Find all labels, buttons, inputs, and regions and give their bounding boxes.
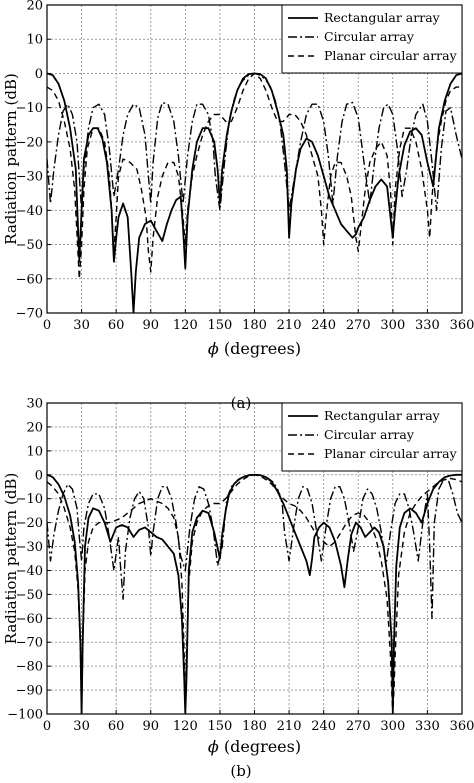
y-tick-label: −60 [16,272,43,287]
x-tick-label: 330 [415,318,440,333]
y-tick-label: −20 [16,135,43,150]
legend-box [281,402,463,472]
x-tick-label: 180 [242,318,267,333]
y-tick-label: 0 [35,468,43,483]
x-tick-label: 90 [142,719,159,734]
x-tick-label: 60 [108,719,125,734]
y-tick-label: −80 [16,660,43,675]
y-tick-label: 30 [26,397,43,412]
x-tick-label: 120 [173,719,198,734]
y-tick-label: −30 [16,170,43,185]
y-tick-label: 10 [26,33,43,48]
y-tick-label: 20 [26,0,43,14]
x-tick-label: 150 [208,318,233,333]
legend-entry: Circular array [324,427,415,442]
x-tick-label: 240 [311,719,336,734]
legend-entry: Rectangular array [324,10,441,25]
y-tick-label: −100 [7,708,43,723]
y-tick-label: −90 [16,684,43,699]
y-tick-label: 20 [26,420,43,435]
x-tick-label: 90 [142,318,159,333]
y-tick-label: −40 [16,204,43,219]
y-tick-label: −60 [16,612,43,627]
legend-entry: Rectangular array [324,408,441,423]
x-tick-label: 360 [450,318,474,333]
y-axis-label: Radiation pattern (dB) [2,473,20,645]
x-tick-label: 120 [173,318,198,333]
y-tick-label: 10 [26,444,43,459]
x-tick-label: 60 [108,318,125,333]
x-tick-label: 270 [346,719,371,734]
y-tick-label: −50 [16,588,43,603]
x-axis-unit: (degrees) [219,737,301,756]
x-tick-label: 330 [415,719,440,734]
x-tick-label: 360 [450,719,474,734]
legend-entry: Planar circular array [324,48,458,63]
x-tick-label: 300 [380,719,405,734]
legend-entry: Circular array [324,29,415,44]
y-tick-label: −70 [16,636,43,651]
x-axis-symbol: ϕ [208,737,219,756]
y-tick-label: −40 [16,564,43,579]
x-tick-label: 270 [346,318,371,333]
legend-box [281,4,463,74]
legend-entry: Planar circular array [324,446,458,461]
chart-panel-b: 0 30 60 90 120 150 180 210 240 270 300 330 360−100−9… [2,397,474,781]
y-tick-label: −10 [16,101,43,116]
legend: Rectangular array Circular array Planar ci… [281,402,463,472]
x-tick-label: 180 [242,719,267,734]
x-tick-label: 210 [277,719,302,734]
x-tick-label: 0 [43,318,51,333]
y-tick-label: −20 [16,516,43,531]
series-line-rectangular-array [47,473,462,714]
x-tick-label: 240 [311,318,336,333]
y-axis-label: Radiation pattern (dB) [2,73,20,245]
x-axis-symbol: ϕ [208,339,219,358]
x-axis-unit: (degrees) [219,339,301,358]
x-axis-label: ϕ (degrees) [208,737,301,756]
series-line-circular-array [47,72,462,212]
x-tick-label: 30 [73,318,90,333]
y-tick-label: −70 [16,307,43,322]
x-tick-label: 150 [208,719,233,734]
x-tick-label: 0 [43,719,51,734]
x-tick-label: 30 [73,719,90,734]
x-axis-label: ϕ (degrees) [208,339,301,358]
y-tick-label: −30 [16,540,43,555]
y-tick-label: −50 [16,238,43,253]
y-tick-label: −10 [16,492,43,507]
legend: Rectangular array Circular array Planar ci… [281,4,463,74]
panel-label: (b) [230,762,251,780]
series-line-planar-circular-array [47,474,462,714]
y-tick-label: 0 [35,67,43,82]
series-line-planar-circular-array [47,72,462,280]
chart-panel-a: 0 30 60 90 120 150 180 210 240 270 300 330 360−70−60… [2,0,474,412]
x-tick-label: 300 [380,318,405,333]
x-tick-label: 210 [277,318,302,333]
